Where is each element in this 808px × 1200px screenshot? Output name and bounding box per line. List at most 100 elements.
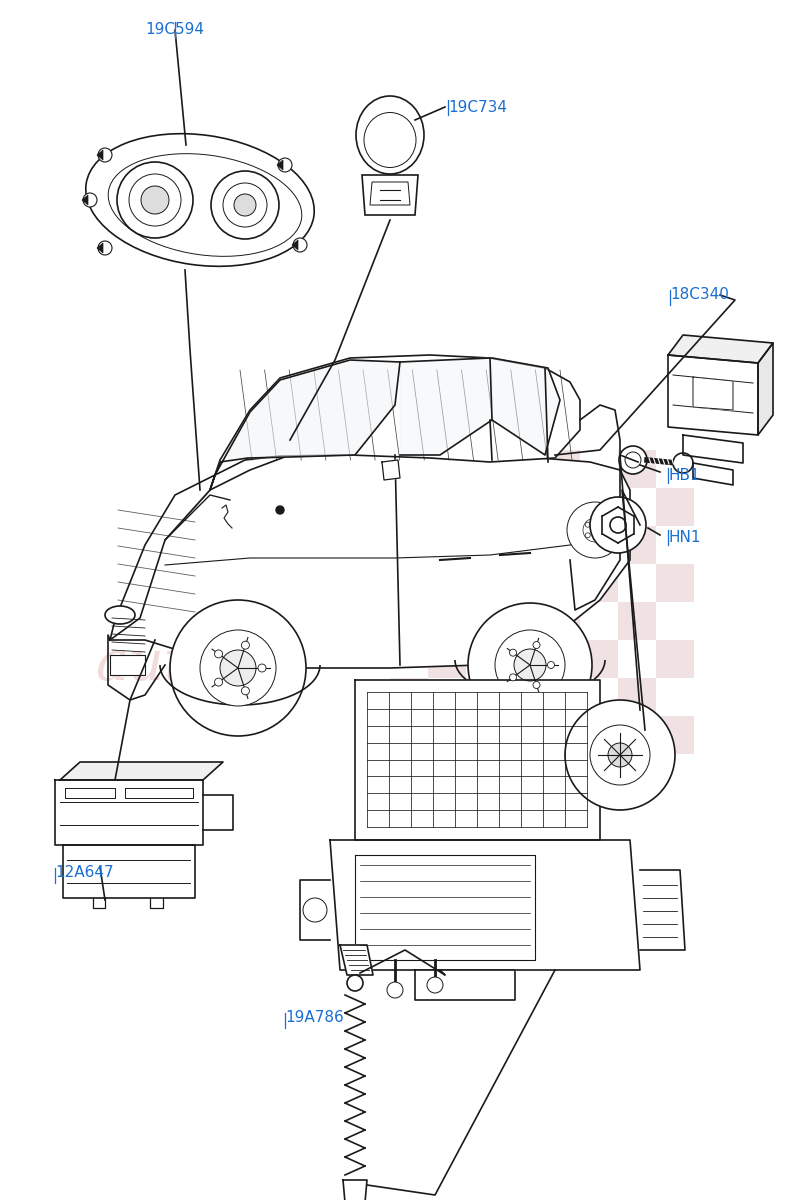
Bar <box>390 678 428 716</box>
Circle shape <box>278 158 292 172</box>
Text: 19C594: 19C594 <box>145 22 204 37</box>
Circle shape <box>170 600 306 736</box>
Polygon shape <box>330 840 640 970</box>
Circle shape <box>533 682 540 689</box>
Text: 19C734: 19C734 <box>448 100 507 115</box>
Ellipse shape <box>108 154 302 257</box>
Circle shape <box>590 497 646 553</box>
Polygon shape <box>362 175 418 215</box>
Bar <box>390 526 428 564</box>
Bar <box>542 678 580 716</box>
Polygon shape <box>300 880 330 940</box>
Circle shape <box>427 977 443 994</box>
Polygon shape <box>683 434 743 463</box>
Polygon shape <box>668 335 773 362</box>
Circle shape <box>98 241 112 254</box>
Circle shape <box>276 506 284 514</box>
Circle shape <box>510 674 516 680</box>
Bar <box>618 602 656 640</box>
Bar <box>390 450 428 488</box>
Polygon shape <box>400 358 492 455</box>
Bar <box>466 678 504 716</box>
Circle shape <box>608 743 632 767</box>
Polygon shape <box>60 762 223 780</box>
Polygon shape <box>210 355 580 490</box>
Ellipse shape <box>356 96 424 174</box>
Text: HB1: HB1 <box>668 468 700 482</box>
Bar <box>466 450 504 488</box>
Text: 19A786: 19A786 <box>285 1010 343 1025</box>
Circle shape <box>200 630 276 706</box>
Polygon shape <box>97 242 103 253</box>
Circle shape <box>595 536 600 541</box>
Bar <box>504 716 542 754</box>
Bar <box>580 716 618 754</box>
Polygon shape <box>292 240 298 250</box>
Bar <box>428 564 466 602</box>
Circle shape <box>533 642 540 648</box>
Circle shape <box>595 518 600 524</box>
Polygon shape <box>370 182 410 205</box>
Polygon shape <box>97 150 103 160</box>
Circle shape <box>583 518 607 542</box>
Polygon shape <box>215 360 400 475</box>
Polygon shape <box>693 377 733 410</box>
Circle shape <box>129 174 181 226</box>
Bar <box>656 488 694 526</box>
Ellipse shape <box>364 113 416 168</box>
Circle shape <box>590 725 650 785</box>
Text: autopar: autopar <box>95 637 314 692</box>
Polygon shape <box>668 355 758 434</box>
Circle shape <box>601 528 607 533</box>
Circle shape <box>258 664 266 672</box>
Circle shape <box>387 982 403 998</box>
Bar <box>428 488 466 526</box>
Bar <box>656 564 694 602</box>
Ellipse shape <box>86 133 314 266</box>
Circle shape <box>293 238 307 252</box>
Bar <box>618 526 656 564</box>
Text: oderia: oderia <box>130 534 436 618</box>
Bar <box>542 602 580 640</box>
Polygon shape <box>693 463 733 485</box>
Bar <box>466 526 504 564</box>
Text: 18C340: 18C340 <box>670 287 729 302</box>
Circle shape <box>610 517 626 533</box>
Bar <box>390 602 428 640</box>
Circle shape <box>673 452 693 473</box>
Ellipse shape <box>105 606 135 624</box>
Circle shape <box>510 649 516 656</box>
Polygon shape <box>415 970 515 1000</box>
Circle shape <box>548 661 554 668</box>
Bar <box>110 655 145 674</box>
Circle shape <box>211 170 279 239</box>
Text: HN1: HN1 <box>668 530 701 545</box>
Polygon shape <box>355 680 600 840</box>
Polygon shape <box>492 358 560 455</box>
Circle shape <box>83 193 97 206</box>
Bar <box>656 716 694 754</box>
Bar <box>580 640 618 678</box>
Circle shape <box>117 162 193 238</box>
Bar <box>428 640 466 678</box>
Polygon shape <box>63 845 195 898</box>
Circle shape <box>303 898 327 922</box>
Bar <box>504 564 542 602</box>
Polygon shape <box>203 794 233 830</box>
Polygon shape <box>277 160 283 170</box>
Circle shape <box>234 194 256 216</box>
Bar <box>504 488 542 526</box>
Bar <box>618 678 656 716</box>
Circle shape <box>242 686 250 695</box>
Circle shape <box>223 182 267 227</box>
Bar <box>580 488 618 526</box>
Circle shape <box>220 650 256 686</box>
Polygon shape <box>382 460 400 480</box>
Polygon shape <box>640 870 685 950</box>
Bar <box>466 602 504 640</box>
Circle shape <box>514 649 546 680</box>
Circle shape <box>567 502 623 558</box>
Bar <box>542 450 580 488</box>
Circle shape <box>242 641 250 649</box>
Circle shape <box>565 700 675 810</box>
